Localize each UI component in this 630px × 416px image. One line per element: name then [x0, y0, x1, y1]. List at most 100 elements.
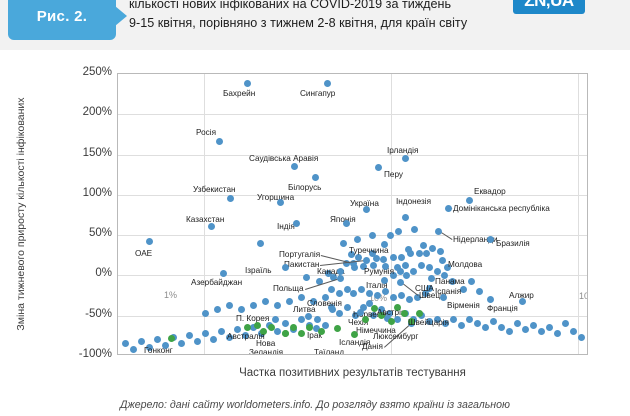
data-point[interactable]	[209, 335, 217, 343]
data-point[interactable]	[329, 273, 337, 281]
data-point[interactable]	[443, 263, 451, 271]
data-point[interactable]	[427, 274, 435, 282]
data-point[interactable]	[225, 333, 233, 341]
data-point[interactable]	[397, 291, 405, 299]
data-point[interactable]	[425, 317, 433, 325]
data-point[interactable]	[415, 309, 423, 317]
data-point[interactable]	[377, 305, 385, 313]
data-point[interactable]	[302, 273, 310, 281]
data-point[interactable]	[273, 327, 281, 335]
data-point[interactable]	[389, 293, 397, 301]
data-point[interactable]	[267, 323, 275, 331]
data-point[interactable]	[386, 231, 394, 239]
data-point[interactable]	[380, 240, 388, 248]
data-point[interactable]	[365, 299, 373, 307]
data-point[interactable]	[413, 293, 421, 301]
data-point[interactable]	[226, 194, 234, 202]
data-point[interactable]	[129, 345, 137, 353]
data-point[interactable]	[380, 276, 388, 284]
data-point[interactable]	[434, 227, 442, 235]
data-point[interactable]	[368, 231, 376, 239]
data-point[interactable]	[373, 291, 381, 299]
data-point[interactable]	[561, 319, 569, 327]
data-point[interactable]	[336, 267, 344, 275]
data-point[interactable]	[357, 285, 365, 293]
data-point[interactable]	[153, 335, 161, 343]
data-point[interactable]	[243, 323, 251, 331]
data-point[interactable]	[425, 263, 433, 271]
data-point[interactable]	[167, 334, 175, 342]
data-point[interactable]	[529, 321, 537, 329]
data-point[interactable]	[381, 287, 389, 295]
data-point[interactable]	[276, 198, 284, 206]
data-point[interactable]	[406, 249, 414, 257]
data-point[interactable]	[354, 253, 362, 261]
data-point[interactable]	[185, 331, 193, 339]
data-point[interactable]	[297, 293, 305, 301]
data-point[interactable]	[201, 329, 209, 337]
data-point[interactable]	[417, 261, 425, 269]
data-point[interactable]	[465, 196, 473, 204]
data-point[interactable]	[342, 219, 350, 227]
data-point[interactable]	[569, 327, 577, 335]
data-point[interactable]	[553, 329, 561, 337]
data-point[interactable]	[249, 323, 257, 331]
data-point[interactable]	[289, 323, 297, 331]
data-point[interactable]	[407, 317, 415, 325]
data-point[interactable]	[335, 309, 343, 317]
data-point[interactable]	[383, 314, 391, 322]
data-point[interactable]	[323, 79, 331, 87]
data-point[interactable]	[444, 204, 452, 212]
data-point[interactable]	[121, 339, 129, 347]
data-point[interactable]	[368, 249, 376, 257]
data-point[interactable]	[261, 297, 269, 305]
data-point[interactable]	[389, 271, 397, 279]
data-point[interactable]	[328, 305, 336, 313]
data-point[interactable]	[467, 277, 475, 285]
data-point[interactable]	[317, 327, 325, 335]
data-point[interactable]	[350, 263, 358, 271]
data-point[interactable]	[475, 287, 483, 295]
data-point[interactable]	[438, 256, 446, 264]
data-point[interactable]	[577, 333, 585, 341]
data-point[interactable]	[401, 213, 409, 221]
data-point[interactable]	[304, 312, 312, 320]
data-point[interactable]	[145, 343, 153, 351]
data-point[interactable]	[421, 289, 429, 297]
data-point[interactable]	[374, 163, 382, 171]
data-point[interactable]	[281, 329, 289, 337]
data-point[interactable]	[145, 237, 153, 245]
data-point[interactable]	[439, 293, 447, 301]
data-point[interactable]	[433, 267, 441, 275]
data-point[interactable]	[207, 222, 215, 230]
data-point[interactable]	[353, 235, 361, 243]
data-point[interactable]	[459, 285, 467, 293]
data-point[interactable]	[448, 277, 456, 285]
data-point[interactable]	[201, 309, 209, 317]
data-point[interactable]	[256, 239, 264, 247]
data-point[interactable]	[347, 250, 355, 258]
data-point[interactable]	[393, 315, 401, 323]
data-point[interactable]	[537, 327, 545, 335]
data-point[interactable]	[419, 241, 427, 249]
data-point[interactable]	[324, 269, 332, 277]
data-point[interactable]	[393, 303, 401, 311]
data-point[interactable]	[359, 303, 367, 311]
data-point[interactable]	[292, 219, 300, 227]
data-point[interactable]	[521, 325, 529, 333]
data-point[interactable]	[518, 297, 526, 305]
data-point[interactable]	[409, 267, 417, 275]
data-point[interactable]	[281, 263, 289, 271]
data-point[interactable]	[394, 227, 402, 235]
data-point[interactable]	[177, 339, 185, 347]
data-point[interactable]	[281, 319, 289, 327]
data-point[interactable]	[215, 137, 223, 145]
data-point[interactable]	[362, 205, 370, 213]
data-point[interactable]	[349, 259, 357, 267]
data-point[interactable]	[285, 297, 293, 305]
data-point[interactable]	[137, 337, 145, 345]
data-point[interactable]	[213, 305, 221, 313]
data-point[interactable]	[249, 301, 257, 309]
data-point[interactable]	[402, 271, 410, 279]
data-point[interactable]	[473, 319, 481, 327]
